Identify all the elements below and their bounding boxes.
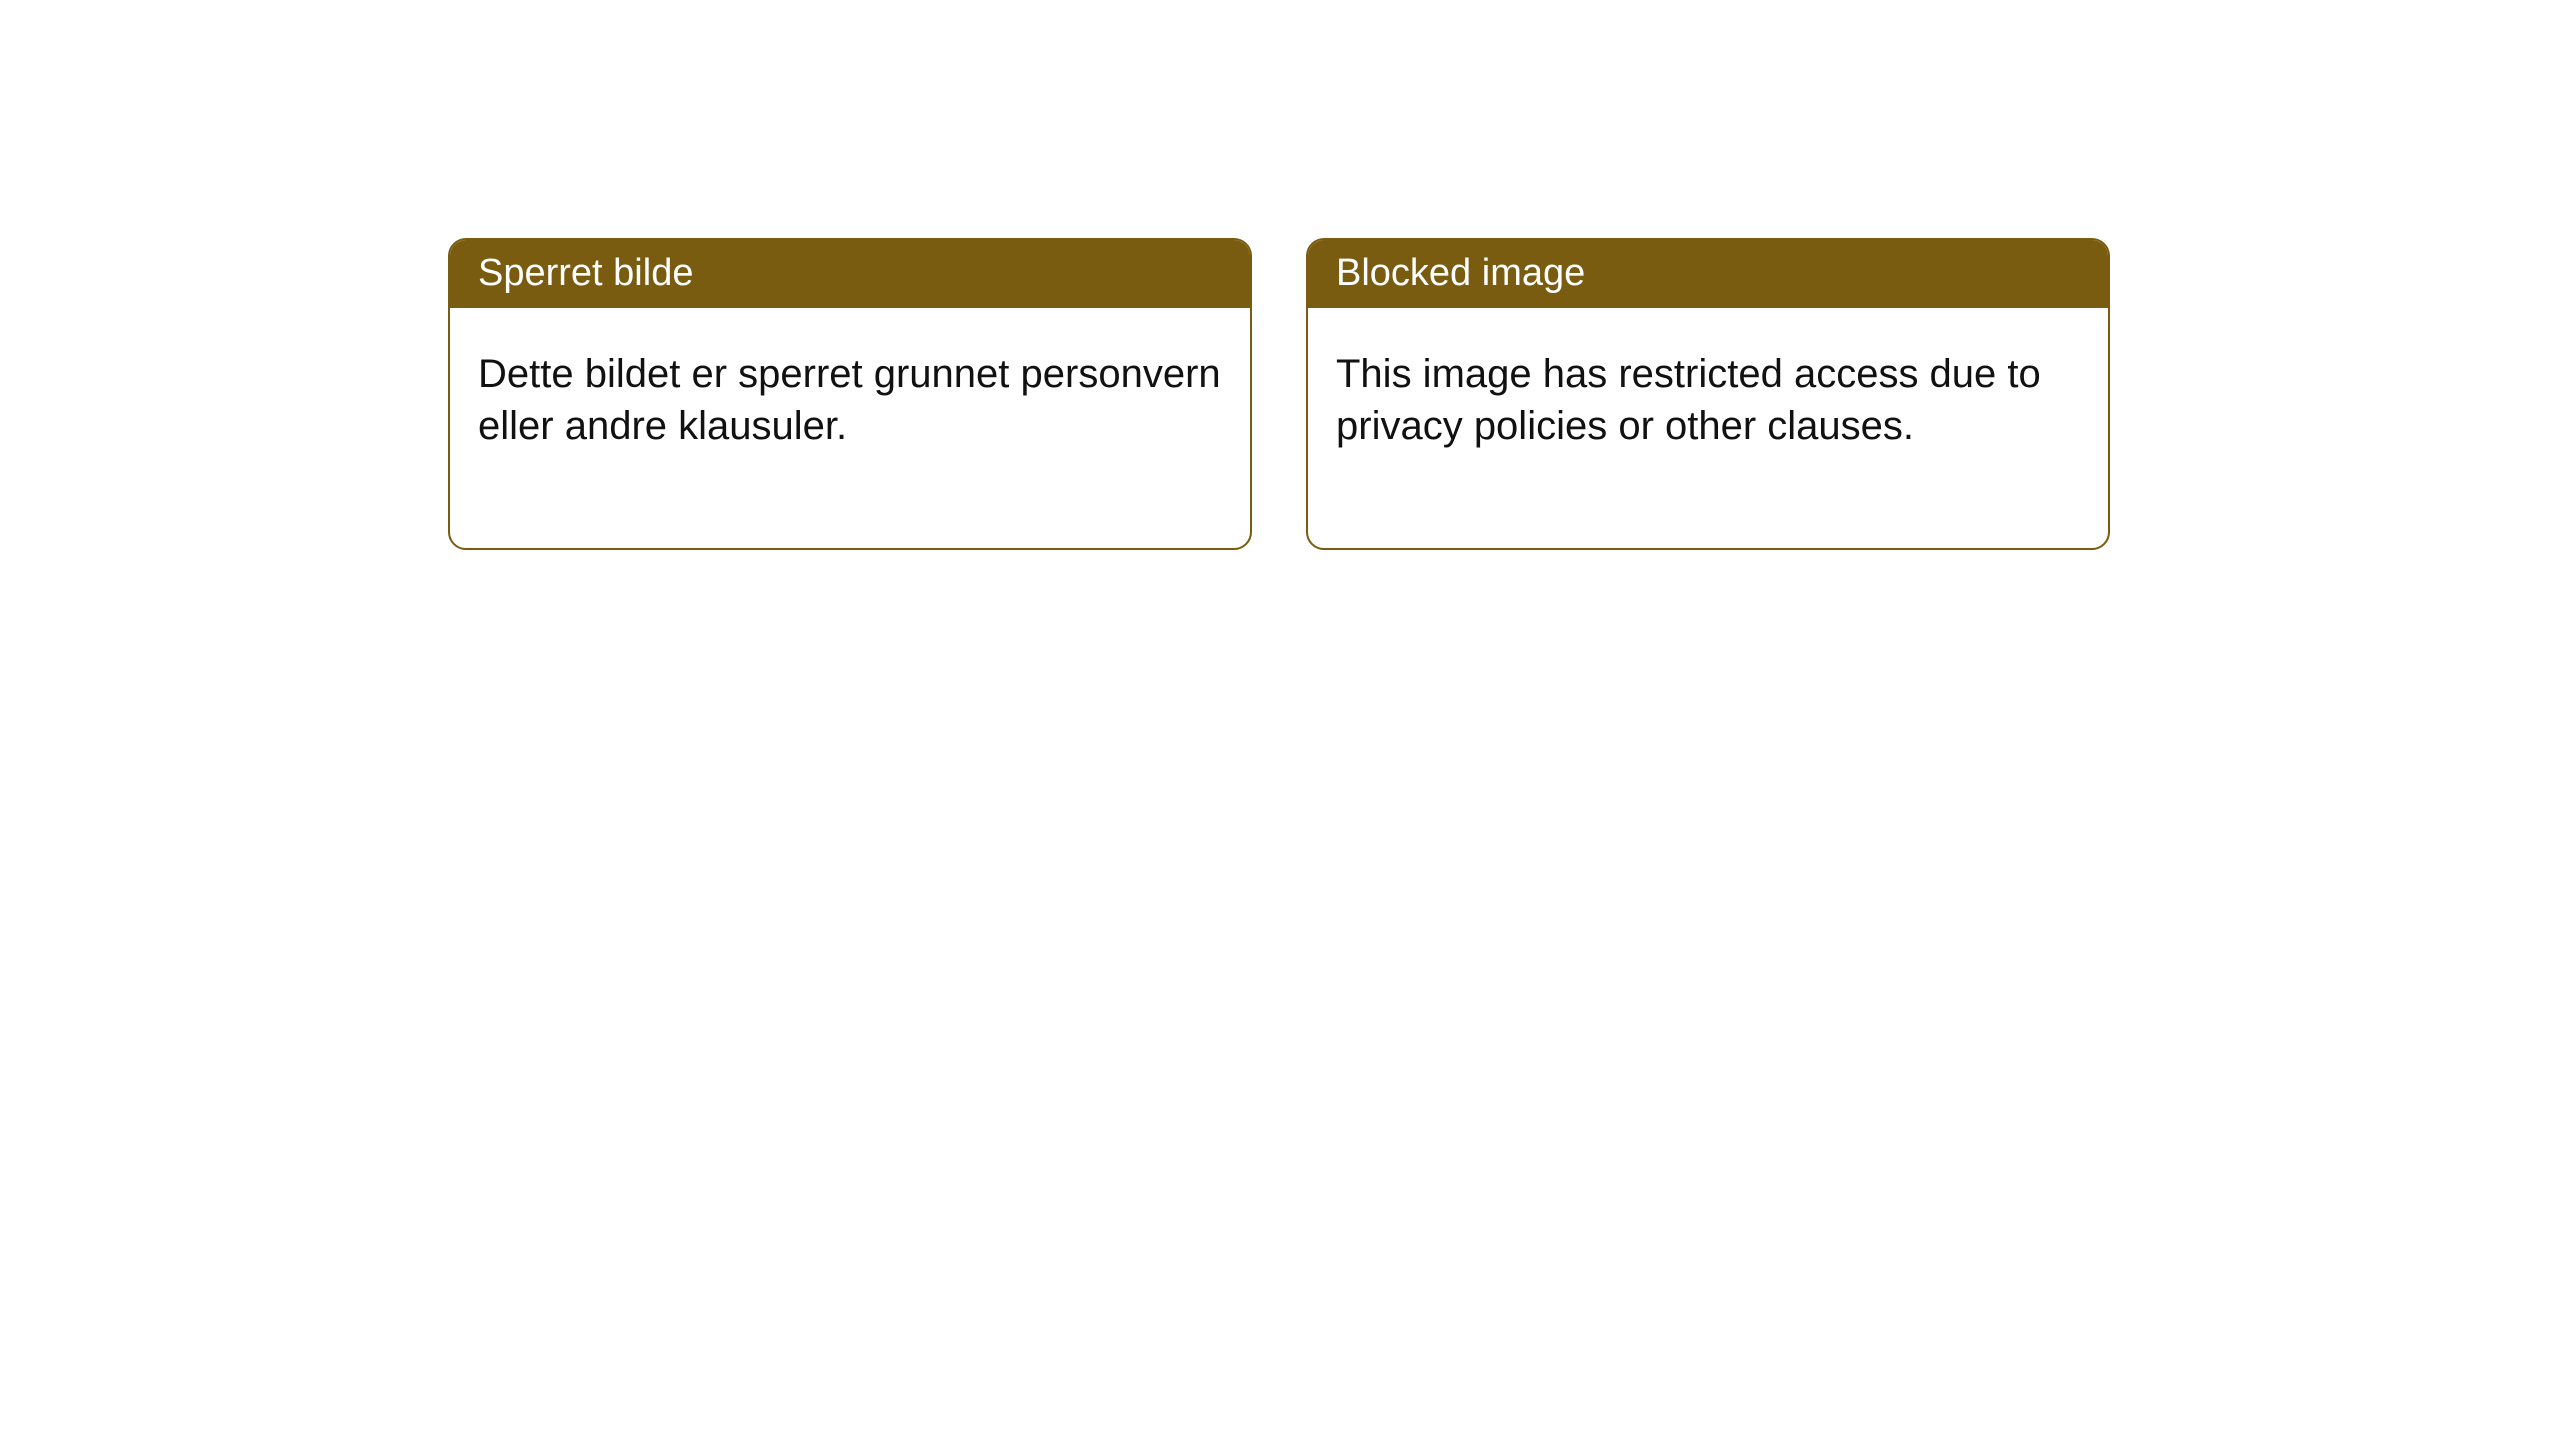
notice-container: Sperret bilde Dette bildet er sperret gr… xyxy=(448,238,2110,550)
notice-card-norwegian: Sperret bilde Dette bildet er sperret gr… xyxy=(448,238,1252,550)
notice-body: This image has restricted access due to … xyxy=(1308,308,2108,548)
notice-card-english: Blocked image This image has restricted … xyxy=(1306,238,2110,550)
notice-body: Dette bildet er sperret grunnet personve… xyxy=(450,308,1250,548)
notice-header: Blocked image xyxy=(1308,240,2108,308)
notice-header: Sperret bilde xyxy=(450,240,1250,308)
